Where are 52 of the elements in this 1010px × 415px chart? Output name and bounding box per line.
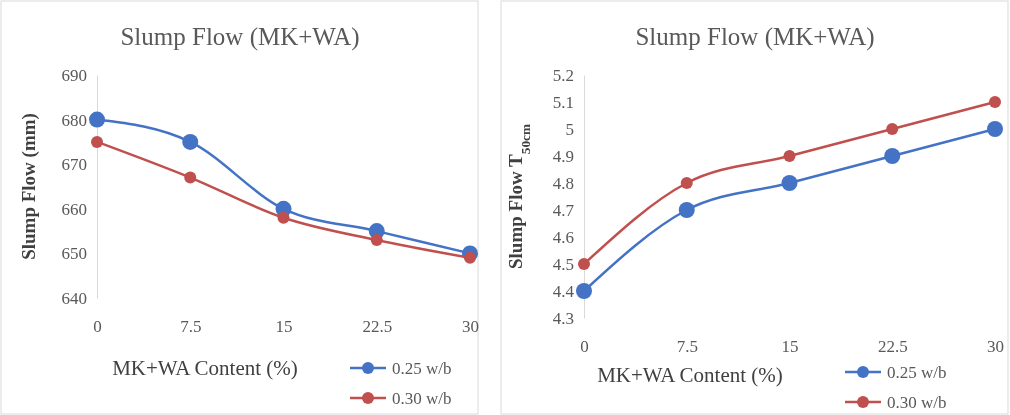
x-tick-label: 30 xyxy=(987,337,1004,357)
x-tick-label: 22.5 xyxy=(362,317,393,337)
point xyxy=(277,211,290,224)
point xyxy=(464,251,476,264)
point xyxy=(781,175,798,191)
x-tick-label: 0 xyxy=(93,317,102,337)
point xyxy=(370,234,383,247)
y-tick-label: 690 xyxy=(61,65,87,85)
point xyxy=(886,123,899,135)
x-tick-label: 15 xyxy=(275,317,293,337)
y-tick-label: 4.7 xyxy=(552,200,575,220)
x-tick-label: 7.5 xyxy=(180,317,202,337)
y-tick-label: 4.3 xyxy=(552,308,574,328)
x-tick-label: 7.5 xyxy=(676,337,698,357)
point xyxy=(576,283,592,299)
y-tick-label: 650 xyxy=(61,244,87,264)
y-tick-label: 4.5 xyxy=(552,254,574,274)
x-tick-label: 30 xyxy=(462,317,479,337)
y-axis-title: Slump Flow (mm) xyxy=(18,113,40,260)
point xyxy=(578,258,590,270)
legend-label: 0.30 w/b xyxy=(887,393,947,412)
point xyxy=(182,133,199,150)
point xyxy=(678,202,695,218)
legend-label: 0.30 w/b xyxy=(392,389,452,408)
y-tick-label: 660 xyxy=(61,199,87,219)
point xyxy=(91,135,103,148)
y-tick-label: 680 xyxy=(61,110,87,130)
y-tick-label: 4.9 xyxy=(552,146,574,166)
y-tick-label: 5.2 xyxy=(552,65,574,85)
y-tick-label: 4.6 xyxy=(552,227,574,247)
legend-label: 0.25 w/b xyxy=(392,359,452,378)
point xyxy=(783,150,796,162)
y-tick-label: 5.1 xyxy=(552,92,574,112)
point xyxy=(989,96,1001,108)
y-tick-label: 4.4 xyxy=(552,281,575,301)
chart-title: Slump Flow (MK+WA) xyxy=(120,23,360,51)
point xyxy=(89,111,105,128)
y-tick-label: 4.8 xyxy=(552,173,574,193)
y-tick-label: 670 xyxy=(61,155,87,175)
x-tick-label: 0 xyxy=(580,337,589,357)
chart-title: Slump Flow (MK+WA) xyxy=(635,23,875,51)
x-tick-label: 22.5 xyxy=(877,337,908,357)
point xyxy=(884,148,901,164)
point xyxy=(680,177,693,189)
y-tick-label: 640 xyxy=(61,288,87,308)
x-axis-title: MK+WA Content (%) xyxy=(597,363,783,387)
x-tick-label: 15 xyxy=(781,337,799,357)
y-tick-label: 5 xyxy=(565,119,574,139)
point xyxy=(987,121,1003,137)
x-axis-title: MK+WA Content (%) xyxy=(112,356,298,380)
legend-label: 0.25 w/b xyxy=(887,363,947,382)
point xyxy=(184,171,197,184)
